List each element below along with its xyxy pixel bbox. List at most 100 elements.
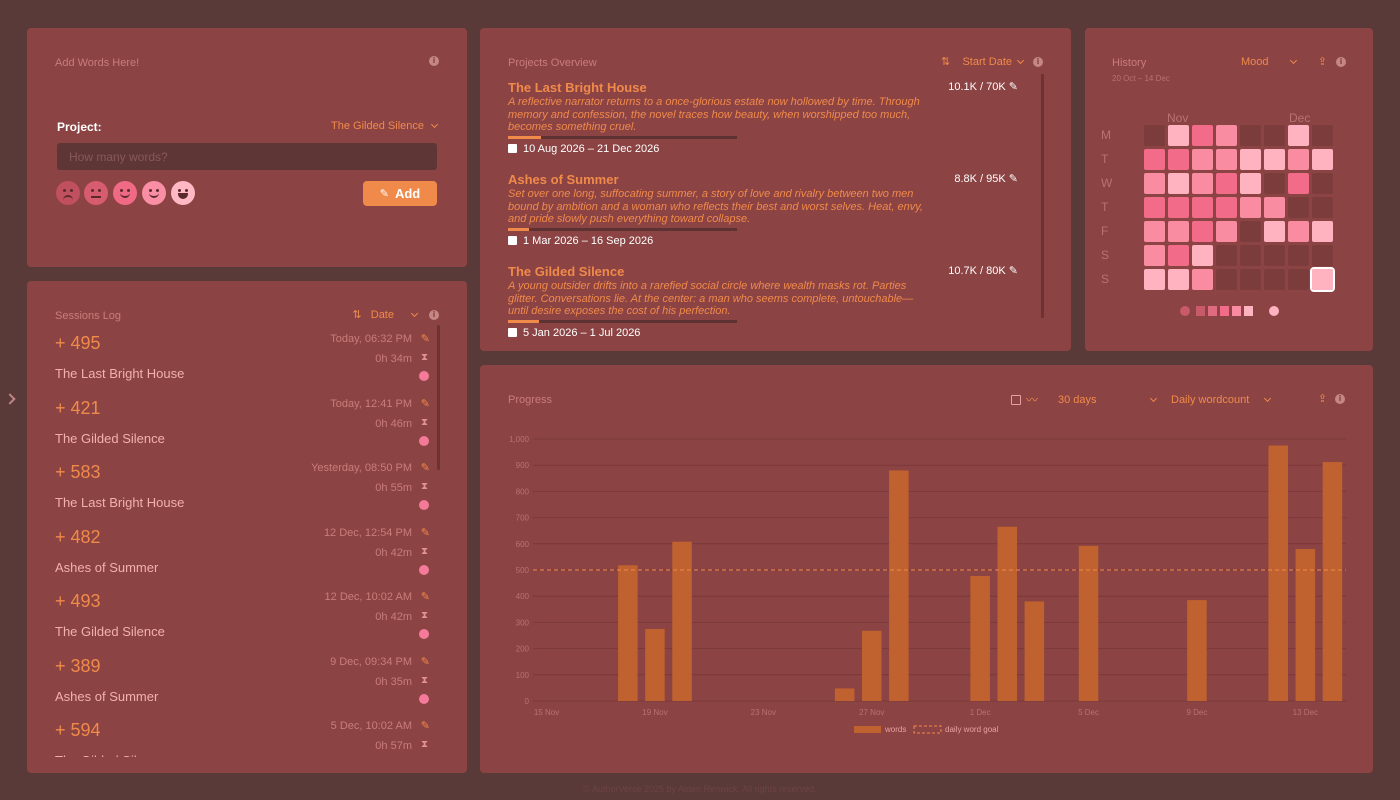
heatmap-cell[interactable] [1312,221,1333,242]
heatmap-cell[interactable] [1144,197,1165,218]
project-item[interactable]: The Last Bright House A reflective narrat… [508,80,1018,155]
edit-pen-icon[interactable]: ✎ [1008,264,1018,277]
edit-pen-icon[interactable]: ✎ [1008,172,1018,185]
heatmap-cell[interactable] [1312,173,1333,194]
heatmap-cell[interactable] [1288,221,1309,242]
trend-checkbox[interactable] [1011,395,1021,405]
heatmap-cell[interactable] [1288,269,1309,290]
heatmap-cell[interactable] [1216,125,1237,146]
edit-icon[interactable]: ✎ [420,590,430,603]
heatmap-cell[interactable] [1192,149,1213,170]
heatmap-cell[interactable] [1288,125,1309,146]
heatmap-cell[interactable] [1312,245,1333,266]
heatmap-cell[interactable] [1264,149,1285,170]
project-progress-bar [508,135,737,139]
word-count-input[interactable] [57,143,437,170]
mood-neutral-icon[interactable] [84,181,108,205]
heatmap-cell[interactable] [1168,173,1189,194]
heatmap-cell[interactable] [1192,245,1213,266]
sort-icon: ⇅ [352,308,362,321]
project-item[interactable]: The Gilded Silence A young outsider drift… [508,264,1018,339]
range-select[interactable]: 30 days [1058,394,1157,406]
heatmap-cell[interactable] [1264,173,1285,194]
heatmap-cell[interactable] [1240,173,1261,194]
info-icon[interactable]: i [1033,57,1043,67]
heatmap-cell[interactable] [1192,125,1213,146]
heatmap-cell[interactable] [1240,269,1261,290]
info-icon[interactable]: i [429,310,439,320]
edit-icon[interactable]: ✎ [420,461,430,474]
heatmap-cell[interactable] [1216,245,1237,266]
heatmap-cell[interactable] [1240,197,1261,218]
heatmap-cell[interactable] [1216,269,1237,290]
info-icon[interactable]: i [1336,57,1346,67]
heatmap-cell[interactable] [1192,269,1213,290]
export-icon[interactable]: ⇪ [1317,55,1327,68]
mood-very-sad-icon[interactable] [56,181,80,205]
project-title[interactable]: Ashes of Summer [508,172,619,187]
heatmap-cell[interactable] [1216,173,1237,194]
heatmap-cell[interactable] [1168,149,1189,170]
heatmap-cell[interactable] [1216,221,1237,242]
heatmap-cell[interactable] [1144,125,1165,146]
heatmap-cell[interactable] [1288,197,1309,218]
edit-icon[interactable]: ✎ [420,654,430,668]
heatmap-cell[interactable] [1168,221,1189,242]
heatmap-cell[interactable] [1288,245,1309,266]
heatmap-cell[interactable] [1168,245,1189,266]
heatmap-cell[interactable] [1264,245,1285,266]
heatmap-cell[interactable] [1240,245,1261,266]
day-label: W [1101,176,1113,190]
heatmap-cell[interactable] [1168,269,1189,290]
project-title[interactable]: The Gilded Silence [508,264,625,279]
heatmap-cell[interactable] [1192,173,1213,194]
project-select[interactable]: The Gilded Silence [331,120,439,132]
history-mode-select[interactable]: Mood [1241,56,1297,68]
edit-pen-icon[interactable]: ✎ [1008,80,1018,93]
scrollbar[interactable] [437,325,440,470]
heatmap-cell[interactable] [1192,197,1213,218]
mood-happier-icon[interactable] [142,181,166,205]
info-icon[interactable]: i [1335,394,1345,404]
session-project: The Last Bright House [55,495,185,510]
heatmap-cell[interactable] [1168,197,1189,218]
heatmap-cell[interactable] [1144,245,1165,266]
sessions-sort-select[interactable]: ⇅ Date [352,308,419,321]
edit-icon[interactable]: ✎ [420,719,430,732]
heatmap-cell[interactable] [1216,197,1237,218]
heatmap-cell[interactable] [1310,267,1335,292]
heatmap-cell[interactable] [1264,221,1285,242]
heatmap-cell[interactable] [1144,149,1165,170]
heatmap-cell[interactable] [1264,125,1285,146]
heatmap-cell[interactable] [1312,125,1333,146]
heatmap-cell[interactable] [1288,149,1309,170]
heatmap-cell[interactable] [1168,125,1189,146]
heatmap-cell[interactable] [1144,269,1165,290]
mood-very-happy-icon[interactable] [171,181,195,205]
project-title[interactable]: The Last Bright House [508,80,647,95]
scrollbar[interactable] [1041,74,1044,318]
metric-select[interactable]: Daily wordcount [1171,394,1272,406]
heatmap-cell[interactable] [1240,125,1261,146]
project-item[interactable]: Ashes of Summer Set over one long, suffoc… [508,172,1018,247]
edit-icon[interactable]: ✎ [420,525,430,539]
add-words-button[interactable]: ✎ Add [363,181,437,206]
info-icon[interactable]: i [429,56,439,66]
heatmap-cell[interactable] [1144,173,1165,194]
heatmap-cell[interactable] [1192,221,1213,242]
heatmap-cell[interactable] [1312,197,1333,218]
heatmap-cell[interactable] [1264,197,1285,218]
heatmap-cell[interactable] [1240,221,1261,242]
heatmap-cell[interactable] [1264,269,1285,290]
heatmap-cell[interactable] [1144,221,1165,242]
export-icon[interactable]: ⇪ [1317,392,1327,405]
edit-icon[interactable]: ✎ [420,332,430,345]
edit-icon[interactable]: ✎ [420,396,430,410]
heatmap-cell[interactable] [1240,149,1261,170]
projects-sort-select[interactable]: ⇅ Start Date [941,55,1025,68]
heatmap-cell[interactable] [1288,173,1309,194]
heatmap-cell[interactable] [1312,149,1333,170]
mood-happy-icon[interactable] [113,181,137,205]
expand-sidebar-chevron-icon[interactable] [4,393,16,405]
heatmap-cell[interactable] [1216,149,1237,170]
